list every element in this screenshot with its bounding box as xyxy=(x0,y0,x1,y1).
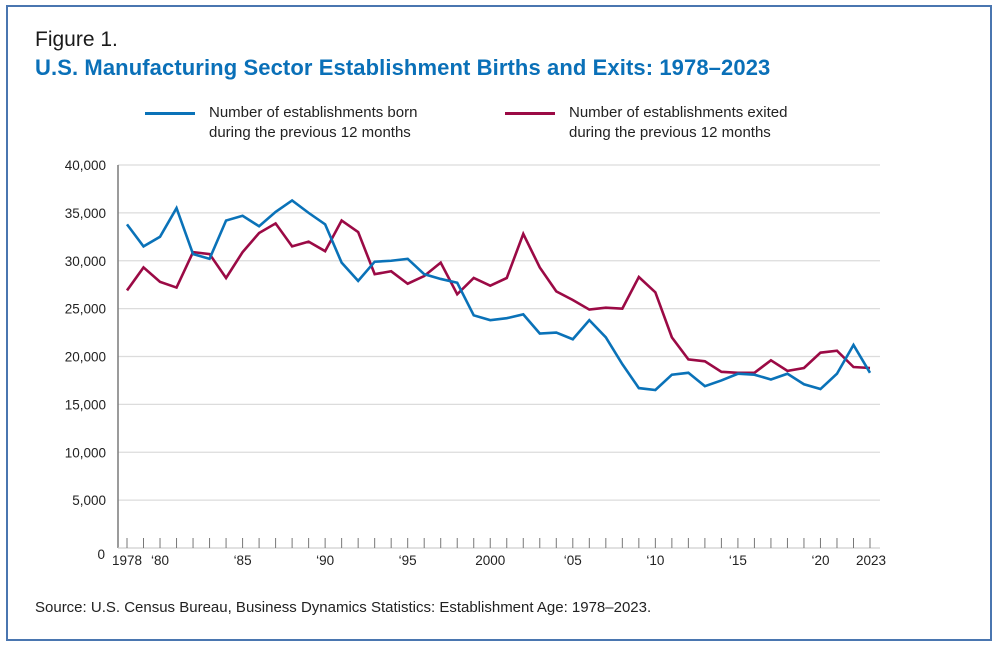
legend-item-exits: Number of establishments exited during t… xyxy=(505,103,787,143)
legend-label-exits: Number of establishments exited during t… xyxy=(569,103,787,143)
legend-swatch-exits xyxy=(505,112,555,115)
y-tick-label: 35,000 xyxy=(65,206,106,221)
x-tick-label: ‘95 xyxy=(399,553,417,568)
y-tick-label: 5,000 xyxy=(72,493,106,508)
legend-label-births-line2: during the previous 12 months xyxy=(209,124,411,141)
figure-label: Figure 1. xyxy=(35,28,118,51)
x-tick-label: 2000 xyxy=(475,553,505,568)
series-lines xyxy=(125,198,872,392)
legend-label-births: Number of establishments born during the… xyxy=(209,103,417,143)
x-tick-label: ‘15 xyxy=(729,553,747,568)
source-note: Source: U.S. Census Bureau, Business Dyn… xyxy=(35,599,652,616)
legend-label-exits-line1: Number of establishments exited xyxy=(569,104,788,121)
x-tick-label: ‘05 xyxy=(564,553,582,568)
chart-title: U.S. Manufacturing Sector Establishment … xyxy=(35,55,771,80)
legend-label-births-line1: Number of establishments born xyxy=(209,104,418,121)
series-line-exits xyxy=(125,218,871,375)
y-tick-label: 25,000 xyxy=(65,302,106,317)
y-tick-label: 15,000 xyxy=(65,397,106,412)
legend-item-births: Number of establishments born during the… xyxy=(145,103,417,143)
y-tick-label: 20,000 xyxy=(65,350,106,365)
x-tick-label: ‘85 xyxy=(234,553,252,568)
y-axis: 0 5,000 10,000 15,000 20,000 25,000 30,000 35,0… xyxy=(65,158,119,562)
x-tick-label: ‘90 xyxy=(316,553,334,568)
legend-swatch-births xyxy=(145,112,195,115)
legend-label-exits-line2: during the previous 12 months xyxy=(569,124,771,141)
series-line-births xyxy=(125,198,872,392)
figure-frame xyxy=(6,5,992,641)
gridlines xyxy=(118,164,880,501)
y-tick-label: 40,000 xyxy=(65,158,106,173)
x-tick-label: 1978 xyxy=(112,553,142,568)
x-tick-label: 2023 xyxy=(856,553,886,568)
y-tick-label: 30,000 xyxy=(65,254,106,269)
x-tick-label: ‘80 xyxy=(151,553,169,568)
y-tick-label: 10,000 xyxy=(65,445,106,460)
x-tick-label: ‘10 xyxy=(646,553,664,568)
x-tick-label: ‘20 xyxy=(811,553,829,568)
y-tick-label: 0 xyxy=(97,547,105,562)
x-axis: 1978 ‘80 ‘85 ‘90 ‘95 2000 ‘05 ‘10 ‘15 ‘20 2023 xyxy=(112,538,886,568)
